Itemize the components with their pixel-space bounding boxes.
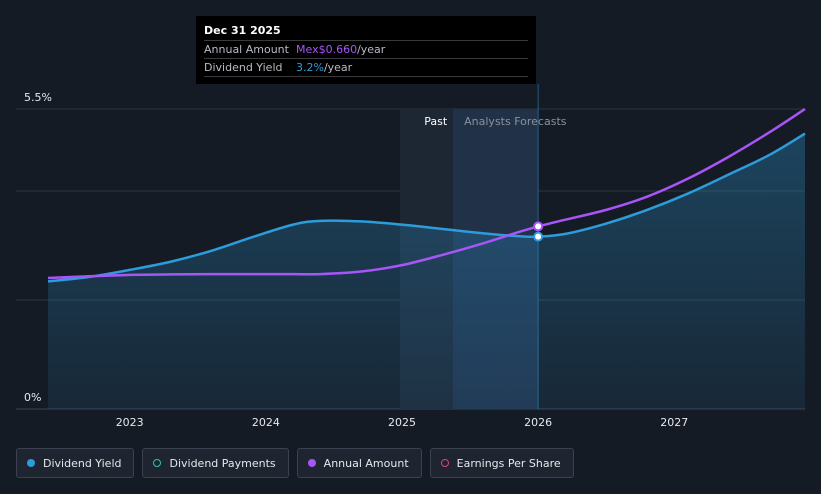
tooltip-row-annual-amount: Annual Amount Mex$0.660 /year: [204, 41, 528, 59]
x-tick-label: 2025: [388, 416, 416, 429]
tooltip: Dec 31 2025 Annual Amount Mex$0.660 /yea…: [196, 16, 536, 84]
legend-item-dividend-payments[interactable]: Dividend Payments: [142, 448, 289, 478]
past-label: Past: [424, 115, 448, 128]
legend-item-dividend-yield[interactable]: Dividend Yield: [16, 448, 135, 478]
label-layer: 5.5% 0% 2023 2024 2025 2026 2027 Past Analysts F…: [24, 91, 688, 429]
legend: Dividend Yield Dividend Payments Annual …: [16, 448, 574, 478]
tooltip-value: 3.2%: [296, 61, 324, 74]
legend-label: Earnings Per Share: [456, 456, 561, 470]
forecast-label: Analysts Forecasts: [464, 115, 567, 128]
x-tick-label: 2027: [660, 416, 688, 429]
dividend-yield-marker: [533, 231, 544, 242]
y-tick-label: 5.5%: [24, 91, 52, 104]
annual-amount-marker: [533, 221, 544, 232]
legend-label: Annual Amount: [323, 456, 409, 470]
x-tick-label: 2024: [252, 416, 280, 429]
tooltip-date: Dec 31 2025: [204, 22, 528, 41]
legend-item-annual-amount[interactable]: Annual Amount: [296, 448, 422, 478]
legend-dot-icon: [307, 459, 316, 467]
tooltip-unit: /year: [357, 43, 386, 56]
tooltip-label: Dividend Yield: [204, 61, 283, 74]
dividend-yield-line: [47, 132, 806, 283]
tooltip-row-dividend-yield: Dividend Yield 3.2% /year: [204, 59, 528, 77]
x-tick-label: 2026: [524, 416, 552, 429]
tooltip-unit: /year: [323, 61, 353, 74]
annual-amount-line: [47, 107, 806, 280]
legend-label: Dividend Yield: [43, 456, 122, 470]
dividend-yield-area: [48, 133, 805, 409]
legend-item-earnings-per-share[interactable]: Earnings Per Share: [429, 448, 574, 478]
legend-label: Dividend Payments: [169, 456, 276, 470]
line-layer: [47, 107, 806, 283]
legend-ring-icon: [440, 459, 449, 467]
y-tick-label: 0%: [24, 391, 41, 404]
x-tick-label: 2023: [116, 416, 144, 429]
tooltip-label: Annual Amount: [204, 43, 289, 56]
legend-dot-icon: [27, 459, 35, 467]
marker-layer: [533, 221, 544, 242]
tooltip-value: Mex$0.660: [296, 43, 358, 56]
legend-ring-icon: [153, 459, 162, 467]
area-layer: [48, 133, 805, 409]
